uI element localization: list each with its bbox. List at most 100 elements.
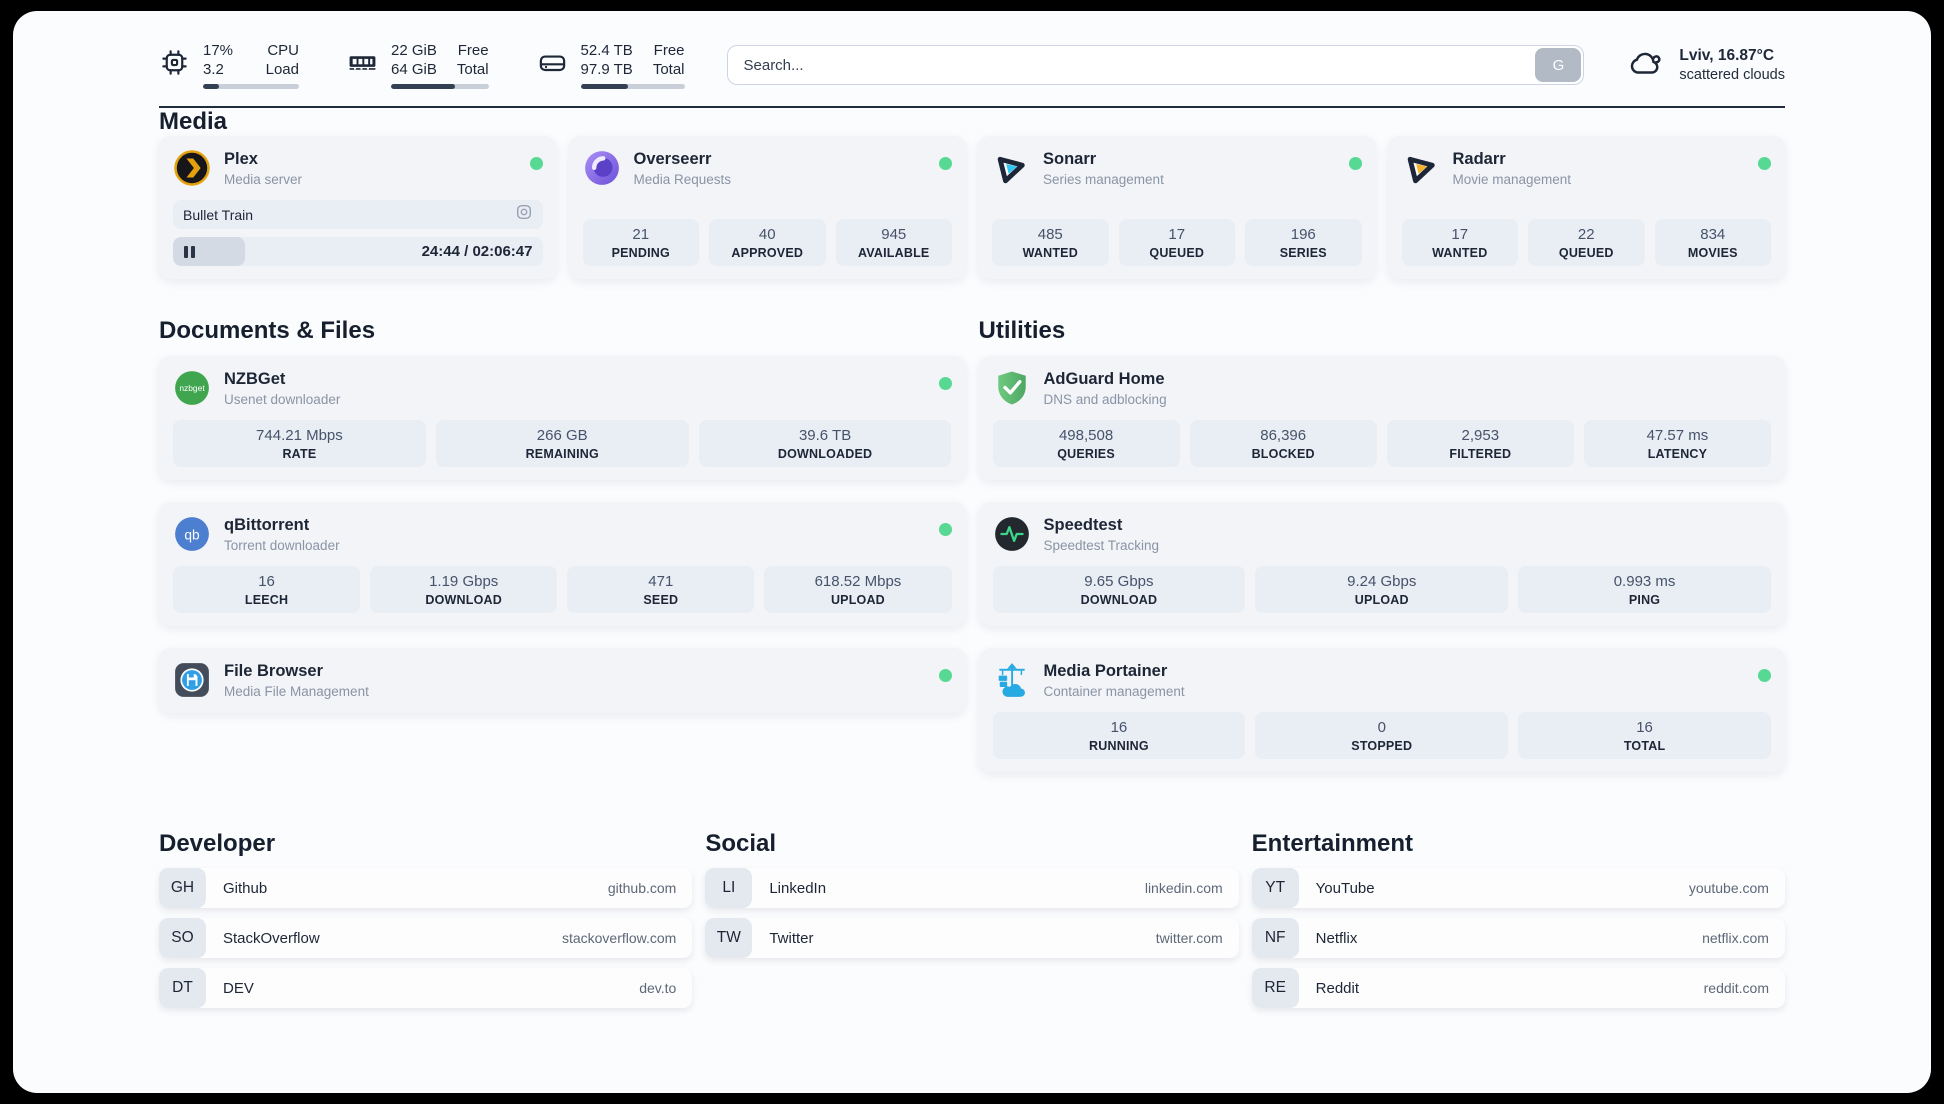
- link-row[interactable]: SO StackOverflow stackoverflow.com: [159, 918, 693, 958]
- overseerr-card[interactable]: Overseerr Media Requests 21 PENDING 40 A…: [568, 136, 966, 279]
- stat-box: 2,953 FILTERED: [1386, 420, 1574, 467]
- storage-icon: [537, 47, 568, 83]
- stat-label: DOWNLOAD: [1080, 593, 1158, 607]
- plex-card[interactable]: Plex Media server Bullet Train 24:44 / 0…: [159, 136, 557, 279]
- sonarr-title: Sonarr: [1043, 150, 1097, 168]
- stat-value: 0: [1377, 719, 1386, 736]
- cpu-progress-bar: [203, 84, 299, 89]
- link-row[interactable]: GH Github github.com: [159, 868, 693, 908]
- link-row[interactable]: DT DEV dev.to: [159, 968, 693, 1008]
- filebrowser-card[interactable]: File Browser Media File Management: [159, 648, 966, 713]
- now-playing-bar: Bullet Train: [173, 200, 543, 229]
- stat-value: 39.6 TB: [798, 427, 852, 444]
- link-name: Reddit: [1315, 979, 1360, 997]
- sonarr-icon: [992, 149, 1030, 187]
- weather-location: Lviv, 16.87°C: [1679, 46, 1775, 64]
- memory-total-value: 64 GiB: [391, 61, 437, 78]
- nzbget-stats: 744.21 Mbps RATE 266 GB REMAINING 39.6 T…: [173, 408, 952, 467]
- developer-links: GH Github github.com SO StackOverflow st…: [159, 868, 693, 1008]
- radarr-subtitle: Movie management: [1452, 172, 1572, 187]
- stat-box: 16 TOTAL: [1518, 712, 1771, 759]
- memory-stat: 22 GiB 64 GiB Free Total: [347, 41, 489, 89]
- overseerr-title: Overseerr: [633, 150, 712, 168]
- stat-box: 471 SEED: [567, 566, 755, 613]
- svg-text:qb: qb: [184, 527, 200, 542]
- link-name: Github: [223, 879, 268, 897]
- playback-progress-bar[interactable]: 24:44 / 02:06:47: [173, 237, 543, 266]
- stat-box: 40 APPROVED: [709, 219, 826, 266]
- social-section: Social LI LinkedIn linkedin.com TW Twitt…: [705, 830, 1239, 1008]
- nzbget-card[interactable]: nzbget NZBGet Usenet downloader 744.21 M…: [159, 356, 966, 480]
- speedtest-subtitle: Speedtest Tracking: [1043, 538, 1160, 553]
- link-row[interactable]: YT YouTube youtube.com: [1251, 868, 1785, 908]
- memory-progress-bar: [391, 84, 489, 89]
- overseerr-icon: [583, 149, 621, 187]
- developer-section: Developer GH Github github.com SO StackO…: [159, 830, 693, 1008]
- speedtest-card[interactable]: Speedtest Speedtest Tracking 9.65 Gbps D…: [978, 502, 1785, 626]
- stat-box: 834 MOVIES: [1654, 219, 1771, 266]
- search-engine-button[interactable]: G: [1535, 48, 1582, 82]
- plex-status-dot: [529, 157, 543, 170]
- adguard-stats: 498,508 QUERIES 86,396 BLOCKED 2,953 FIL…: [992, 408, 1771, 467]
- stat-value: 744.21 Mbps: [256, 427, 343, 444]
- stat-value: 945: [881, 226, 907, 243]
- stat-label: LATENCY: [1647, 447, 1708, 461]
- radarr-status-dot: [1758, 157, 1771, 170]
- overseerr-subtitle: Media Requests: [633, 172, 732, 187]
- link-row[interactable]: NF Netflix netflix.com: [1251, 918, 1785, 958]
- search-input[interactable]: [726, 45, 1585, 85]
- weather-widget[interactable]: Lviv, 16.87°C scattered clouds: [1626, 46, 1785, 85]
- pause-icon[interactable]: [184, 245, 195, 258]
- link-url: linkedin.com: [1144, 880, 1223, 896]
- nzbget-title: NZBGet: [224, 370, 286, 388]
- qbittorrent-card[interactable]: qb qBittorrent Torrent downloader 16 LEE…: [159, 502, 966, 626]
- adguard-icon: [993, 369, 1031, 407]
- stat-box: 47.57 ms LATENCY: [1583, 420, 1771, 467]
- stat-label: REMAINING: [525, 447, 599, 461]
- stat-label: PENDING: [611, 246, 670, 260]
- link-row[interactable]: LI LinkedIn linkedin.com: [705, 868, 1239, 908]
- section-title-entertainment: Entertainment: [1251, 830, 1414, 857]
- stat-label: APPROVED: [731, 246, 804, 260]
- filebrowser-subtitle: Media File Management: [224, 684, 369, 699]
- storage-progress-fill: [580, 84, 629, 89]
- stat-label: UPLOAD: [830, 593, 885, 607]
- adguard-card[interactable]: AdGuard Home DNS and adblocking 498,508 …: [978, 356, 1785, 480]
- stat-box: 498,508 QUERIES: [992, 420, 1180, 467]
- stat-label: PING: [1628, 593, 1661, 607]
- weather-condition: scattered clouds: [1679, 66, 1785, 83]
- media-grid: Plex Media server Bullet Train 24:44 / 0…: [159, 136, 1785, 279]
- playback-time: 24:44 / 02:06:47: [421, 243, 533, 260]
- stat-value: 485: [1037, 226, 1063, 243]
- cpu-label-2: Load: [265, 61, 299, 78]
- link-url: netflix.com: [1702, 930, 1769, 946]
- stat-box: 86,396 BLOCKED: [1189, 420, 1377, 467]
- link-row[interactable]: TW Twitter twitter.com: [705, 918, 1239, 958]
- sonarr-card[interactable]: Sonarr Series management 485 WANTED 17 Q…: [978, 136, 1376, 279]
- stat-value: 834: [1700, 226, 1726, 243]
- radarr-card[interactable]: Radarr Movie management 17 WANTED 22 QUE…: [1387, 136, 1785, 279]
- stat-box: 17 QUEUED: [1118, 219, 1235, 266]
- stat-label: WANTED: [1432, 246, 1488, 260]
- link-url: dev.to: [639, 980, 677, 996]
- memory-free-value: 22 GiB: [391, 42, 437, 59]
- stat-label: WANTED: [1022, 246, 1078, 260]
- stat-box: 17 WANTED: [1401, 219, 1518, 266]
- sonarr-status-dot: [1348, 157, 1362, 170]
- link-row[interactable]: RE Reddit reddit.com: [1251, 968, 1785, 1008]
- stat-label: TOTAL: [1623, 739, 1666, 753]
- portainer-card[interactable]: Media Portainer Container management 16 …: [978, 648, 1785, 772]
- storage-total-value: 97.9 TB: [580, 61, 633, 78]
- adguard-title: AdGuard Home: [1043, 370, 1165, 388]
- nzbget-icon: nzbget: [173, 369, 211, 407]
- memory-icon: [347, 47, 378, 83]
- link-url: github.com: [607, 880, 677, 896]
- stat-box: 266 GB REMAINING: [435, 420, 689, 467]
- stat-value: 498,508: [1058, 427, 1114, 444]
- plex-subtitle: Media server: [224, 172, 303, 187]
- stat-label: DOWNLOADED: [777, 447, 873, 461]
- camera-icon[interactable]: [515, 203, 533, 226]
- link-badge: LI: [705, 868, 753, 908]
- stat-box: 945 AVAILABLE: [835, 219, 952, 266]
- cpu-icon: [159, 47, 190, 83]
